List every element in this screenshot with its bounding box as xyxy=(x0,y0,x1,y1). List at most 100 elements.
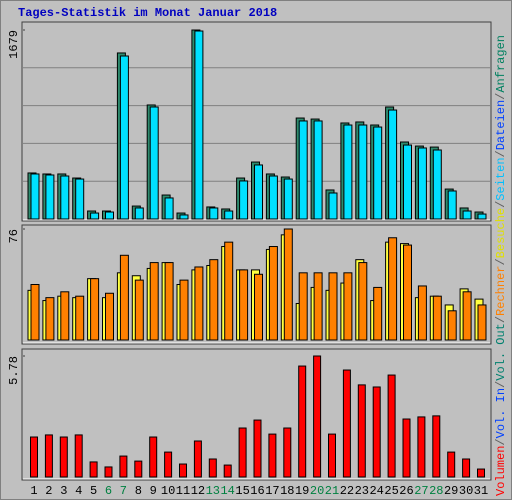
y-tick-label: 1679 xyxy=(7,30,21,59)
bar xyxy=(149,262,159,341)
legend-entry: Anfragen xyxy=(494,35,508,93)
x-tick-label: 14 xyxy=(220,484,234,498)
bar xyxy=(432,415,441,478)
x-tick-label: 21 xyxy=(325,484,339,498)
bar xyxy=(447,190,457,220)
bar xyxy=(119,254,129,341)
bar xyxy=(75,295,85,341)
bar xyxy=(59,436,68,478)
bar xyxy=(373,286,383,341)
bar xyxy=(477,304,487,341)
x-tick-label: 23 xyxy=(355,484,369,498)
bar xyxy=(179,279,189,341)
bar xyxy=(403,144,412,220)
y-tick-label: 5.78 xyxy=(7,356,21,385)
bar xyxy=(254,164,263,220)
bar xyxy=(209,259,219,341)
x-tick-label: 6 xyxy=(105,484,112,498)
bar xyxy=(298,272,308,341)
bar xyxy=(357,384,366,478)
bar xyxy=(283,228,293,341)
bar xyxy=(477,468,485,478)
legend-separator: / xyxy=(494,316,508,323)
bar xyxy=(477,213,487,220)
bar xyxy=(328,192,338,220)
bar xyxy=(238,427,247,478)
legend-entry: Volumen xyxy=(494,446,508,496)
bar xyxy=(254,273,263,341)
bar xyxy=(313,120,323,220)
bar xyxy=(283,178,293,220)
bar xyxy=(358,262,368,341)
bar xyxy=(268,246,278,341)
bar xyxy=(134,460,143,478)
bar xyxy=(164,451,173,478)
legend-separator: / xyxy=(494,438,508,445)
bar xyxy=(343,124,353,220)
legend-entry: Rechner xyxy=(494,266,508,316)
x-tick-label: 10 xyxy=(161,484,175,498)
bar xyxy=(417,416,426,478)
bar xyxy=(164,262,174,341)
bar xyxy=(313,272,323,341)
bar xyxy=(432,149,442,220)
bar xyxy=(104,466,113,478)
legend-separator: / xyxy=(494,258,508,265)
x-tick-label: 16 xyxy=(250,484,264,498)
bar xyxy=(342,369,351,478)
x-tick-label: 18 xyxy=(280,484,294,498)
bar xyxy=(358,124,368,220)
x-tick-label: 13 xyxy=(206,484,220,498)
bar xyxy=(119,55,129,220)
chart-title: Tages-Statistik im Monat Januar 2018 xyxy=(18,6,277,20)
x-tick-label: 25 xyxy=(384,484,398,498)
bar xyxy=(44,434,53,478)
bar xyxy=(403,244,412,341)
bar xyxy=(224,241,234,341)
bar xyxy=(239,269,249,341)
bar xyxy=(45,174,55,220)
bar xyxy=(388,109,398,220)
bar xyxy=(298,365,307,478)
x-tick-label: 17 xyxy=(265,484,279,498)
bar xyxy=(224,210,234,220)
x-tick-label: 19 xyxy=(295,484,309,498)
x-tick-label: 8 xyxy=(135,484,142,498)
legend: Volumen/Vol. In/Vol. Out/Rechner/Besuche… xyxy=(494,35,508,496)
x-tick-label: 7 xyxy=(120,484,127,498)
bar xyxy=(313,355,322,478)
x-tick-label: 9 xyxy=(150,484,157,498)
legend-separator: / xyxy=(494,201,508,208)
bar xyxy=(462,458,471,478)
bar xyxy=(417,147,427,220)
bar xyxy=(253,419,262,478)
bar xyxy=(343,272,353,341)
x-tick-label: 20 xyxy=(310,484,324,498)
bar xyxy=(194,30,204,220)
bar xyxy=(447,310,457,341)
bar xyxy=(134,279,144,341)
bar xyxy=(223,464,232,478)
bar xyxy=(298,120,308,220)
bar xyxy=(328,433,336,478)
bar xyxy=(268,175,278,220)
bar xyxy=(239,180,249,220)
bar xyxy=(193,440,202,478)
legend-entry: Besuche xyxy=(494,208,508,258)
bar xyxy=(30,173,40,220)
bar xyxy=(30,436,38,478)
x-tick-label: 4 xyxy=(75,484,82,498)
x-tick-label: 15 xyxy=(235,484,249,498)
legend-entry: Vol. Out xyxy=(494,323,508,381)
bar xyxy=(372,386,381,478)
bar xyxy=(60,291,70,341)
bar xyxy=(90,212,100,220)
legend-entry: Vol. In xyxy=(494,388,508,438)
bar xyxy=(373,126,383,220)
x-tick-label: 12 xyxy=(191,484,205,498)
bar xyxy=(105,211,114,220)
bar xyxy=(402,418,411,478)
legend-entry: Seiten xyxy=(494,157,508,200)
x-tick-label: 26 xyxy=(399,484,413,498)
